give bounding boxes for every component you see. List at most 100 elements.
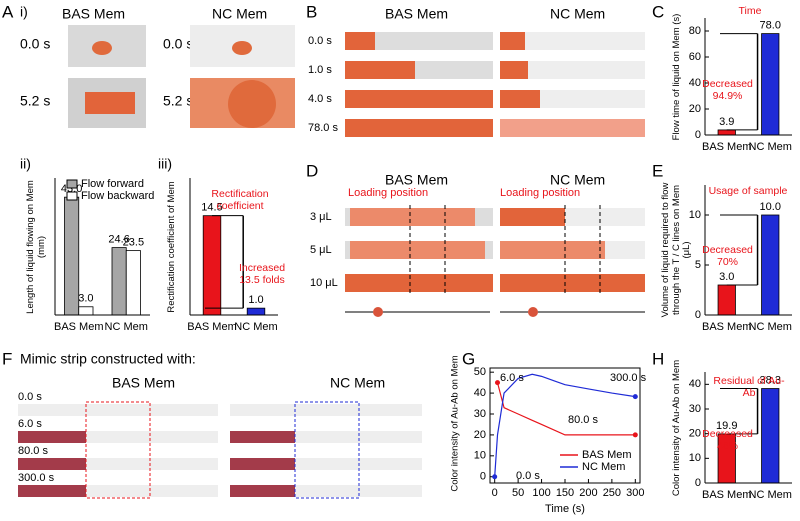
panel-label: A [2, 2, 14, 21]
value-label: 10.0 [760, 201, 781, 213]
line-series [496, 382, 636, 436]
photo [68, 25, 295, 128]
point [495, 380, 500, 386]
y-axis-label: Rectification coefficient of Mem [165, 180, 177, 313]
volume-label: 10 μL [310, 277, 338, 289]
y-tick-label: 20 [689, 428, 701, 440]
y-axis-label: Volume of liquid required to flow throug… [659, 182, 693, 318]
x-tick-label: NC Mem [234, 321, 277, 333]
x-tick-label: NC Mem [105, 321, 148, 333]
photo-heading: BAS Mem [385, 172, 448, 188]
value-label: 23.5 [123, 237, 144, 249]
panel-label: F [2, 349, 12, 368]
value-label: 3.0 [719, 271, 734, 283]
sub-label: ii) [20, 156, 31, 172]
x-tick-label: 50 [512, 487, 524, 499]
panel-label: D [306, 161, 318, 180]
x-tick-label: 100 [532, 487, 550, 499]
photo-heading: BAS Mem [62, 6, 125, 22]
legend-label: Flow forward [81, 178, 144, 190]
line-series [494, 373, 636, 477]
time-label: 4.0 s [308, 93, 332, 105]
y-tick-label: 0 [695, 129, 701, 141]
legend-label: BAS Mem [582, 449, 632, 461]
x-tick-label: NC Mem [749, 321, 792, 333]
y-axis-label: Color intensity of Au-Ab on Mem [449, 354, 461, 492]
y-axis-label: Color intensity of Au-Ab on Mem [670, 359, 682, 496]
y-axis-label: Length of liquid flowing on Mem (mm) [25, 179, 47, 314]
time-label: 5.2 s [20, 93, 50, 109]
photo-heading: BAS Mem [385, 6, 448, 22]
value-label: 14.5 [201, 202, 222, 214]
photo [345, 32, 645, 137]
y-tick-label: 40 [689, 378, 701, 390]
bar [246, 307, 266, 316]
sub-label: iii) [158, 156, 172, 172]
bar [111, 247, 127, 316]
photo-title: Mimic strip constructed with: [20, 351, 196, 367]
y-tick-label: 60 [689, 51, 701, 63]
annotation: Decreased 94.9% [702, 78, 753, 103]
panel-label: C [652, 2, 664, 21]
y-tick-label: 5 [695, 259, 701, 271]
y-tick-label: 0 [480, 471, 486, 483]
panel-label: B [306, 2, 317, 21]
annotation: Decreased 48% [702, 428, 753, 453]
y-tick-label: 10 [689, 452, 701, 464]
bar [717, 284, 736, 316]
annotation: 300.0 s [610, 372, 647, 384]
photo-heading: NC Mem [330, 375, 385, 391]
annotation: Time [738, 5, 762, 17]
time-label: 0.0 s [20, 36, 50, 52]
legend-swatch [66, 191, 78, 201]
value-label: 24.6 [108, 234, 129, 246]
photo-heading: NC Mem [550, 6, 605, 22]
sub-label: i) [20, 4, 28, 20]
panel-label: H [652, 349, 664, 368]
annotation: Residual of Au-Ab [713, 375, 785, 400]
value-label: 78.0 [760, 20, 781, 32]
x-tick-label: 150 [556, 487, 574, 499]
panel-label: E [652, 161, 663, 180]
point [492, 474, 498, 480]
y-tick-label: 50 [474, 366, 486, 378]
y-tick-label: 80 [689, 25, 701, 37]
y-tick-label: 10 [474, 450, 486, 462]
bar [202, 215, 222, 316]
bar [717, 129, 736, 136]
volume-label: 3 μL [310, 211, 332, 223]
legend-swatch [66, 179, 78, 189]
x-tick-label: BAS Mem [54, 321, 104, 333]
x-tick-label: NC Mem [749, 141, 792, 153]
y-tick-label: 30 [474, 408, 486, 420]
photo [18, 401, 422, 499]
time-label: 0.0 s [163, 36, 193, 52]
point [632, 394, 638, 400]
loading-label: Loading position [348, 187, 428, 199]
y-tick-label: 20 [689, 103, 701, 115]
x-tick-label: BAS Mem [702, 489, 752, 501]
bar [761, 214, 780, 316]
photo-heading: NC Mem [212, 6, 267, 22]
annotation: 80.0 s [568, 414, 598, 426]
loading-label: Loading position [500, 187, 580, 199]
value-label: 1.0 [248, 294, 263, 306]
time-label: 80.0 s [18, 445, 48, 457]
point [632, 432, 638, 438]
annotation: Decreased 70% [702, 244, 753, 269]
bar [761, 33, 780, 136]
annotation: 0.0 s [516, 470, 540, 482]
x-tick-label: BAS Mem [702, 141, 752, 153]
time-label: 0.0 s [18, 391, 42, 403]
y-tick-label: 30 [689, 403, 701, 415]
y-tick-label: 0 [695, 477, 701, 489]
bar [125, 250, 141, 316]
value-label: 38.3 [760, 374, 781, 386]
x-tick-label: BAS Mem [187, 321, 237, 333]
photo-heading: BAS Mem [112, 375, 175, 391]
time-label: 78.0 s [308, 122, 338, 134]
bar [78, 306, 94, 316]
y-tick-label: 40 [689, 77, 701, 89]
time-label: 0.0 s [308, 35, 332, 47]
time-label: 1.0 s [308, 64, 332, 76]
